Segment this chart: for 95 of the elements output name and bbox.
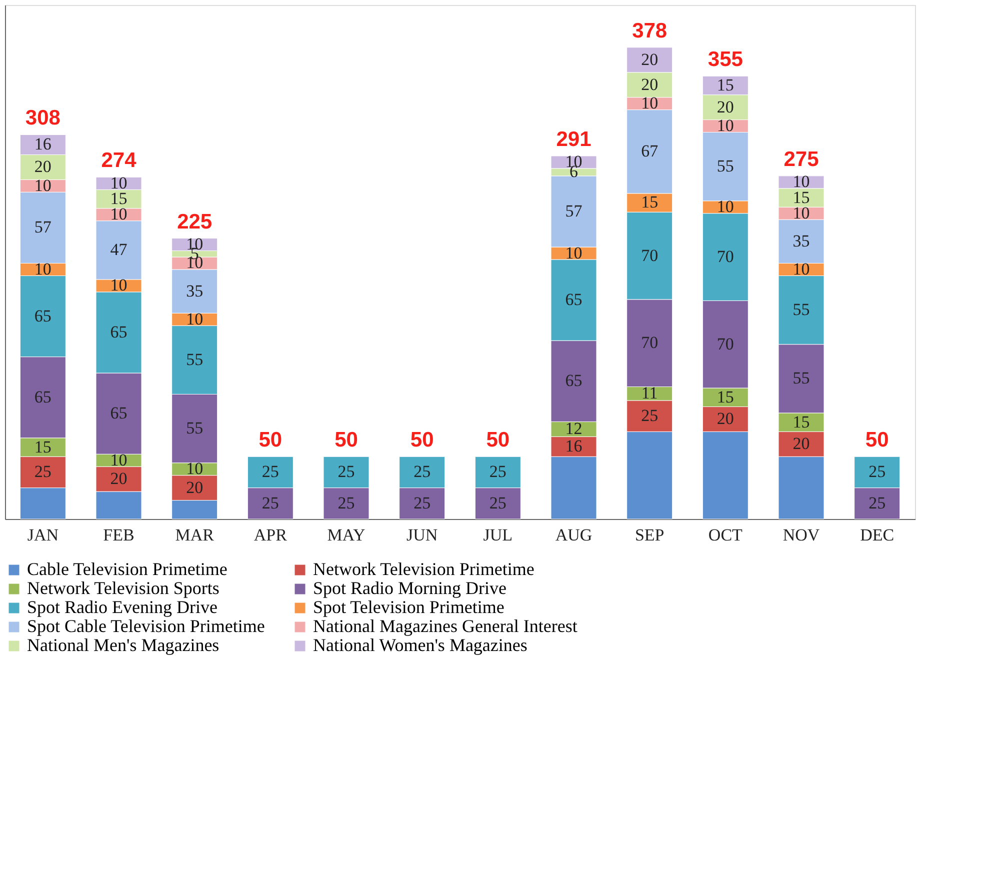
data-label: 20: [641, 74, 658, 94]
data-label: 55: [186, 418, 204, 438]
data-label: 20: [716, 409, 734, 428]
data-label: 15: [34, 437, 52, 456]
legend-label: Spot Radio Evening Drive: [27, 597, 218, 617]
total-label: 275: [784, 148, 820, 171]
x-tick-label: APR: [254, 526, 288, 544]
data-label: 20: [186, 478, 204, 497]
data-label: 16: [34, 134, 52, 154]
legend-label: Spot Radio Morning Drive: [313, 578, 506, 598]
legend-label: National Women's Magazines: [313, 635, 528, 655]
data-label: 10: [110, 450, 128, 470]
data-label: 25: [868, 493, 886, 512]
x-tick-label: JAN: [27, 526, 59, 544]
data-label: 65: [565, 371, 582, 390]
data-label: 20: [792, 434, 810, 454]
data-label: 35: [186, 281, 204, 300]
data-label: 15: [641, 192, 658, 212]
data-label: 15: [792, 412, 810, 432]
data-label: 65: [34, 306, 52, 326]
data-label: 25: [489, 462, 506, 482]
data-label: 25: [34, 462, 52, 482]
data-label: 65: [34, 387, 52, 406]
data-label: 55: [792, 368, 810, 388]
data-label: 10: [716, 116, 734, 136]
x-tick-label: JUL: [483, 526, 513, 544]
data-label: 10: [716, 197, 734, 216]
data-label: 55: [716, 156, 734, 176]
total-label: 50: [865, 428, 889, 452]
data-label: 65: [565, 290, 582, 310]
data-label: 10: [792, 259, 810, 278]
legend-label: Spot Television Primetime: [313, 597, 504, 617]
total-label: 308: [25, 106, 61, 130]
total-label: 291: [556, 128, 592, 151]
data-label: 25: [262, 493, 279, 512]
x-tick-label: MAR: [175, 526, 215, 544]
data-label: 25: [489, 493, 506, 512]
data-label: 57: [34, 218, 52, 237]
legend-label: National Men's Magazines: [27, 635, 220, 655]
data-label: 57: [565, 201, 583, 220]
data-label: 35: [792, 231, 810, 250]
data-label: 25: [414, 493, 431, 512]
data-label: 10: [34, 259, 52, 278]
data-label: 70: [716, 247, 734, 266]
legend-label: Network Television Primetime: [313, 559, 534, 579]
data-label: 65: [110, 322, 128, 342]
data-label: 25: [641, 406, 658, 426]
x-tick-label: DEC: [860, 526, 894, 544]
data-label: 67: [641, 142, 659, 161]
total-label: 225: [177, 210, 212, 234]
total-label: 50: [486, 428, 510, 452]
total-label: 355: [708, 48, 744, 72]
data-label: 10: [186, 459, 204, 478]
data-label: 10: [186, 309, 204, 328]
data-label: 25: [414, 462, 431, 482]
data-label: 70: [716, 334, 734, 354]
data-label: 12: [565, 419, 582, 438]
data-label: 25: [868, 462, 886, 482]
data-label: 11: [641, 384, 658, 403]
data-label: 20: [110, 469, 128, 488]
x-tick-label: NOV: [782, 526, 820, 544]
data-label: 15: [716, 75, 734, 94]
data-label: 25: [338, 493, 355, 512]
x-tick-label: MAY: [327, 526, 366, 544]
x-tick-label: JUN: [406, 526, 438, 544]
legend-label: Network Television Sports: [27, 578, 220, 598]
data-label: 20: [34, 157, 52, 176]
data-label: 10: [641, 94, 658, 113]
data-label: 55: [186, 350, 204, 369]
data-label: 65: [110, 404, 128, 423]
data-label: 55: [792, 300, 810, 320]
data-label: 47: [110, 240, 128, 260]
total-label: 50: [410, 428, 434, 452]
total-label: 50: [334, 428, 358, 452]
total-label: 378: [632, 19, 668, 42]
total-label: 274: [101, 149, 137, 172]
data-label: 10: [565, 243, 582, 262]
data-label: 70: [641, 333, 658, 352]
total-label: 50: [258, 428, 282, 452]
x-tick-label: AUG: [555, 526, 592, 544]
legend-label: Spot Cable Television Primetime: [27, 616, 265, 636]
data-label: 25: [262, 462, 279, 482]
data-label: 10: [110, 276, 128, 295]
x-tick-label: OCT: [708, 526, 744, 544]
data-label: 16: [565, 436, 582, 456]
data-label: 20: [716, 97, 734, 116]
legend-label: Cable Television Primetime: [27, 559, 228, 579]
legend-label: National Magazines General Interest: [313, 616, 578, 636]
data-label: 25: [338, 462, 355, 482]
x-tick-label: FEB: [103, 526, 134, 544]
x-tick-label: SEP: [634, 526, 664, 544]
data-label: 70: [641, 246, 658, 265]
data-label: 15: [716, 387, 734, 406]
data-label: 20: [641, 50, 658, 69]
data-label: 10: [34, 176, 52, 195]
